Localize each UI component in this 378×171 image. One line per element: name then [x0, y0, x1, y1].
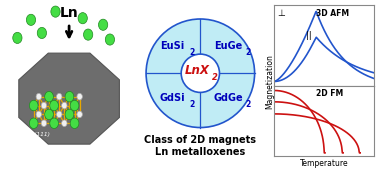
Text: 2: 2 — [190, 100, 195, 109]
Text: ||: || — [306, 31, 312, 40]
Polygon shape — [19, 53, 119, 144]
Circle shape — [77, 111, 82, 118]
Circle shape — [77, 93, 82, 100]
Circle shape — [50, 118, 59, 129]
Circle shape — [29, 118, 38, 129]
Text: 2: 2 — [245, 100, 250, 109]
Text: 3D AFM: 3D AFM — [316, 9, 349, 18]
Circle shape — [50, 100, 59, 111]
Text: LnX: LnX — [185, 64, 209, 77]
Text: 2: 2 — [245, 48, 250, 57]
Text: 2D FM: 2D FM — [316, 89, 343, 98]
Circle shape — [65, 91, 74, 102]
Circle shape — [78, 13, 87, 24]
Text: ⊥: ⊥ — [277, 9, 285, 18]
Circle shape — [99, 19, 108, 30]
Circle shape — [56, 93, 62, 100]
Circle shape — [45, 109, 53, 120]
Circle shape — [105, 34, 115, 45]
Circle shape — [13, 32, 22, 43]
Text: Class of 2D magnets: Class of 2D magnets — [144, 135, 256, 145]
Circle shape — [84, 29, 93, 40]
Circle shape — [146, 19, 255, 128]
Circle shape — [62, 120, 67, 127]
Text: Temperature: Temperature — [300, 159, 349, 168]
Circle shape — [41, 102, 46, 109]
Circle shape — [36, 93, 42, 100]
Circle shape — [36, 111, 42, 118]
Circle shape — [62, 102, 67, 109]
Circle shape — [51, 6, 60, 17]
Circle shape — [37, 27, 46, 38]
Text: EuSi: EuSi — [161, 41, 185, 51]
Circle shape — [70, 118, 79, 129]
Text: Ln: Ln — [60, 6, 79, 20]
Text: Si, Ge (111): Si, Ge (111) — [15, 132, 50, 137]
Text: EuGe: EuGe — [214, 41, 242, 51]
Circle shape — [65, 109, 74, 120]
Text: GdGe: GdGe — [213, 93, 243, 103]
Circle shape — [41, 120, 46, 127]
Text: 2: 2 — [190, 48, 195, 57]
Circle shape — [70, 100, 79, 111]
Text: 2: 2 — [212, 73, 218, 82]
Circle shape — [56, 111, 62, 118]
Text: GdSi: GdSi — [160, 93, 186, 103]
Text: Ln metalloxenes: Ln metalloxenes — [155, 147, 245, 157]
Circle shape — [29, 100, 38, 111]
Circle shape — [45, 91, 53, 102]
Text: Magnetization: Magnetization — [265, 54, 274, 109]
Circle shape — [181, 54, 220, 92]
Circle shape — [26, 14, 36, 25]
